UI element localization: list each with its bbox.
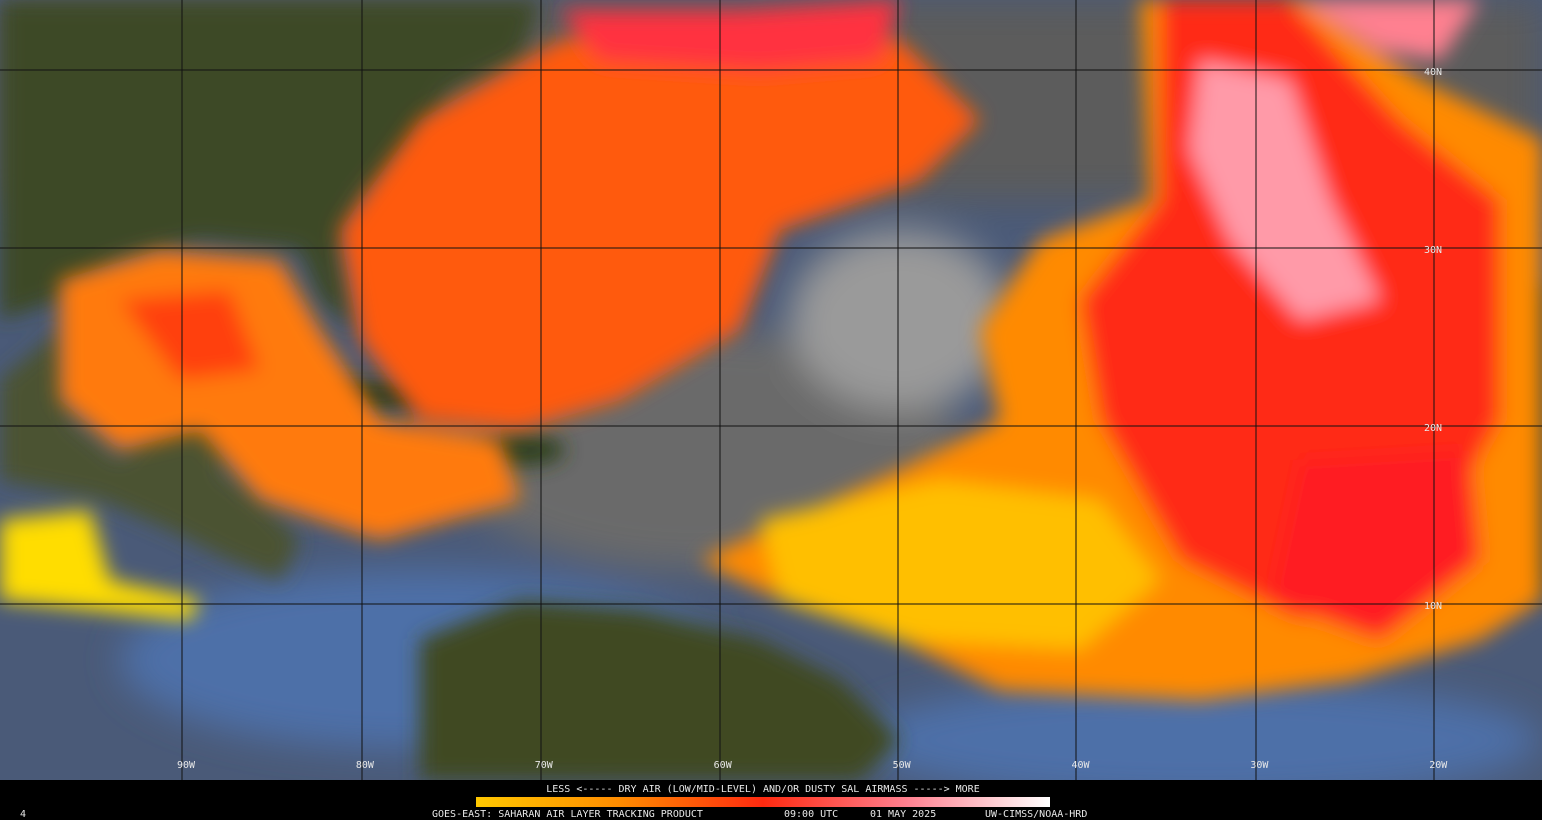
latitude-label: 10N (1424, 601, 1442, 612)
legend-caption: LESS <----- DRY AIR (LOW/MID-LEVEL) AND/… (546, 784, 979, 795)
longitude-label: 70W (535, 760, 554, 771)
longitude-label: 30W (1250, 760, 1269, 771)
longitude-label: 80W (356, 760, 375, 771)
time: 09:00 UTC (784, 809, 838, 820)
longitude-label: 90W (177, 760, 196, 771)
frame-number: 4 (20, 809, 26, 820)
graticule (0, 0, 1542, 780)
longitude-labels: 90W 80W 70W 60W 50W 40W 30W 20W (177, 760, 1448, 771)
longitude-label: 60W (714, 760, 733, 771)
latitude-label: 20N (1424, 423, 1442, 434)
legend-bar: LESS <----- DRY AIR (LOW/MID-LEVEL) AND/… (0, 780, 1542, 820)
dust (0, 0, 1542, 700)
credit: UW-CIMSS/NOAA-HRD (985, 809, 1087, 820)
longitude-label: 20W (1429, 760, 1448, 771)
color-scale (476, 797, 1050, 807)
latitude-label: 30N (1424, 245, 1442, 256)
product-name: GOES-EAST: SAHARAN AIR LAYER TRACKING PR… (432, 809, 703, 820)
latitude-labels: 40N 30N 20N 10N (1424, 67, 1442, 612)
date: 01 MAY 2025 (870, 809, 936, 820)
longitude-label: 40W (1071, 760, 1090, 771)
imagery: 90W 80W 70W 60W 50W 40W 30W 20W 40N 30N 20N 10N (0, 0, 1542, 800)
longitude-label: 50W (893, 760, 912, 771)
latitude-label: 40N (1424, 67, 1442, 78)
